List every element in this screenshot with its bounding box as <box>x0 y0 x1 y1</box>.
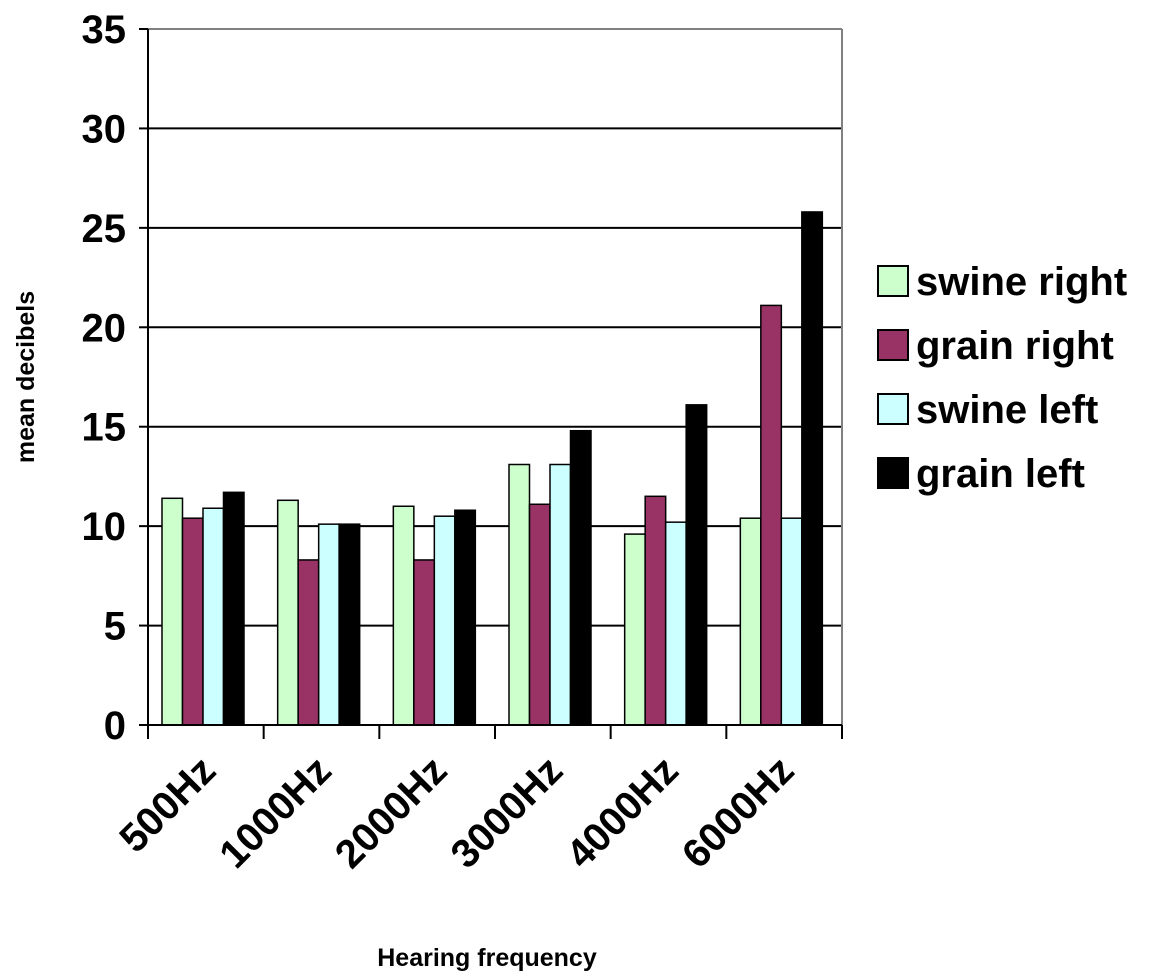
bar-swine-left-3000Hz <box>549 463 572 726</box>
bar-swine-right-3000Hz <box>508 463 531 726</box>
x-tick-label: 1000Hz <box>211 748 340 877</box>
legend-swatch <box>877 393 909 425</box>
bar-grain-left-2000Hz <box>454 509 477 726</box>
bar-swine-left-1000Hz <box>317 523 340 726</box>
bar-swine-right-1000Hz <box>276 499 299 726</box>
y-axis-title: mean decibels <box>12 291 40 463</box>
y-tick-label: 35 <box>82 8 127 52</box>
legend-label: swine left <box>916 388 1098 432</box>
x-tick-label: 3000Hz <box>443 748 572 877</box>
bar-swine-right-6000Hz <box>739 517 762 726</box>
bar-grain-left-4000Hz <box>685 404 708 726</box>
x-tick-label: 4000Hz <box>558 748 687 877</box>
x-axis-title: Hearing frequency <box>377 944 597 972</box>
y-tick-labels: 0 5 10 15 20 25 30 35 <box>82 8 127 748</box>
y-tick-label: 15 <box>82 406 127 450</box>
bar-grain-left-6000Hz <box>801 211 824 726</box>
bar-swine-right-500Hz <box>161 497 184 726</box>
axes <box>139 28 843 739</box>
bar-grain-right-6000Hz <box>760 304 783 726</box>
bar-grain-right-4000Hz <box>644 495 667 726</box>
plot-area <box>148 29 842 725</box>
legend-swatch <box>877 329 909 361</box>
y-tick-label: 0 <box>104 704 126 748</box>
y-tick-label: 25 <box>82 207 127 251</box>
y-tick-label: 20 <box>82 306 127 350</box>
legend-swatch <box>877 457 909 489</box>
bar-grain-right-500Hz <box>181 517 204 726</box>
bars <box>161 211 824 726</box>
x-tick-label: 6000Hz <box>674 748 803 877</box>
bar-swine-left-6000Hz <box>780 517 803 726</box>
y-tick-label: 30 <box>82 107 127 151</box>
bar-swine-left-4000Hz <box>664 521 687 726</box>
x-tick-label: 2000Hz <box>327 748 456 877</box>
x-tick-label: 500Hz <box>111 748 224 861</box>
bar-swine-left-2000Hz <box>433 515 456 726</box>
bar-grain-right-2000Hz <box>413 559 436 726</box>
legend-label: grain left <box>916 452 1085 496</box>
bar-swine-right-2000Hz <box>392 505 415 726</box>
bar-grain-left-1000Hz <box>338 523 361 726</box>
bar-grain-right-1000Hz <box>297 559 320 726</box>
bar-swine-left-500Hz <box>202 507 225 726</box>
bar-swine-right-4000Hz <box>623 533 646 726</box>
y-tick-label: 10 <box>82 505 127 549</box>
bar-grain-left-500Hz <box>222 491 245 726</box>
legend: swine right grain right swine left grain le… <box>877 260 1127 496</box>
legend-label: grain right <box>916 324 1114 368</box>
legend-label: swine right <box>916 260 1127 304</box>
bar-grain-right-3000Hz <box>528 503 551 726</box>
y-tick-label: 5 <box>104 605 126 649</box>
bar-grain-left-3000Hz <box>569 429 592 726</box>
legend-swatch <box>877 265 909 297</box>
